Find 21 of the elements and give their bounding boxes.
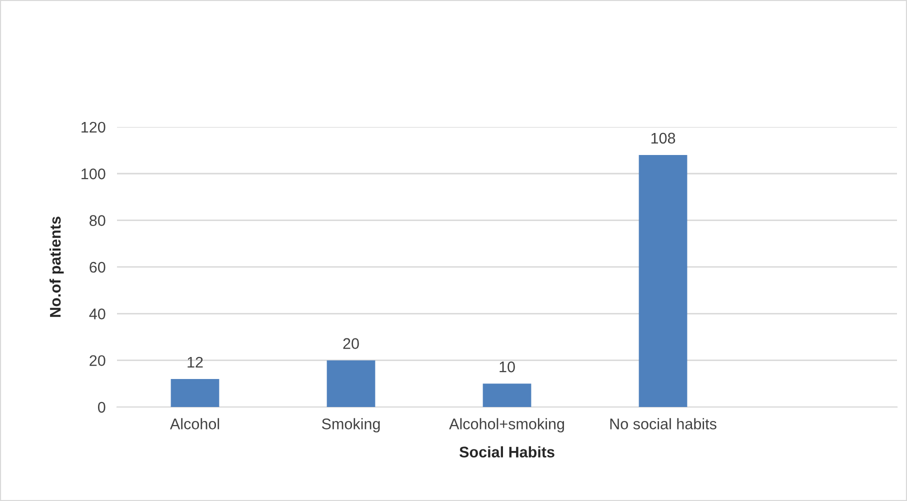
bar (326, 360, 376, 408)
x-tick-label: Alcohol (170, 418, 220, 430)
x-tick-label: No social habits (610, 418, 716, 430)
bar (638, 154, 688, 408)
y-axis-title: No.of patients (49, 216, 64, 317)
x-tick-label: Smoking (322, 418, 380, 432)
y-tick-label: 120 (82, 122, 106, 133)
data-label: 20 (343, 338, 359, 349)
bar (170, 379, 220, 408)
y-tick-label: 20 (90, 355, 106, 366)
y-tick-label: 40 (89, 308, 106, 320)
x-tick-label: Alcohol+smoking (449, 418, 564, 432)
data-label: 108 (651, 132, 676, 144)
y-tick-label: 100 (82, 168, 106, 180)
data-label: 12 (188, 356, 203, 368)
data-label: 10 (500, 362, 515, 372)
x-axis-title: Social Habits (459, 446, 554, 458)
y-tick-label: 60 (90, 262, 106, 273)
y-tick-label: 0 (98, 402, 106, 413)
bar (482, 384, 532, 408)
y-tick-label: 80 (90, 215, 106, 226)
